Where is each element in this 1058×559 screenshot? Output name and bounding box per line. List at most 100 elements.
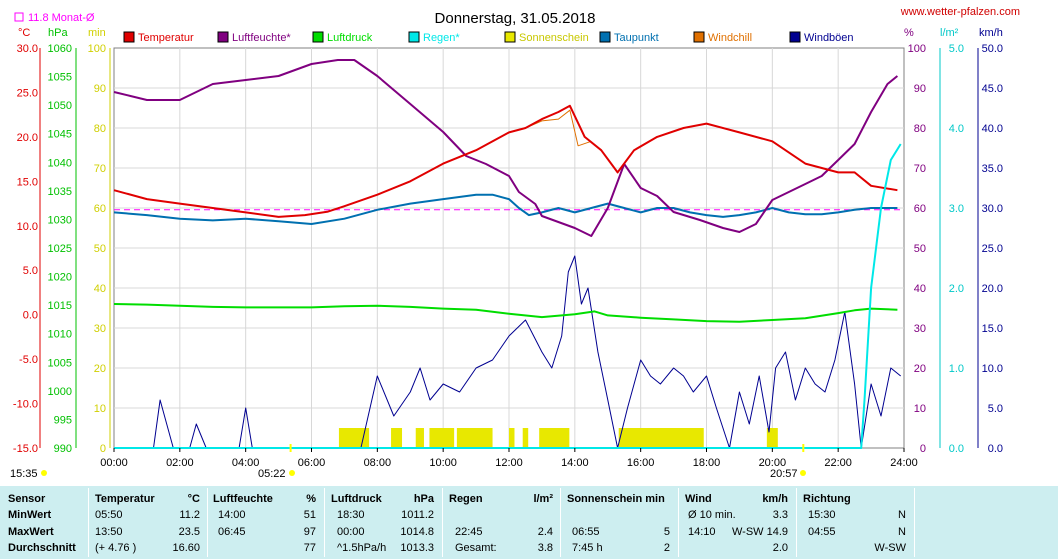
tick-pressure: 995 [54, 414, 72, 426]
table-divider [88, 488, 89, 557]
tick-percent: 0 [920, 443, 926, 455]
tick-wind: 35.0 [982, 163, 1003, 175]
sunrise-icon [289, 470, 295, 476]
header-humidity-unit: % [306, 493, 316, 505]
legend-label: Sonnenschein [519, 32, 589, 44]
tick-temp: 25.0 [17, 87, 38, 99]
legend-swatch [693, 31, 705, 43]
tick-time: 14:00 [561, 457, 589, 469]
stats-cell: W-SW 14.9 [731, 526, 788, 538]
series-line-luftdruck [113, 303, 898, 323]
stats-cell: 14:10 [688, 526, 716, 538]
tick-pressure: 1025 [48, 243, 72, 255]
tick-time: 04:00 [232, 457, 260, 469]
tick-percent: 50 [914, 243, 926, 255]
stats-cell: 05:50 [95, 509, 123, 521]
header-wind: Wind [685, 493, 712, 505]
legend-label: Windchill [708, 32, 752, 44]
tick-percent: 70 [914, 163, 926, 175]
sunrise-time: 05:22 [258, 468, 286, 480]
series-line-regen [114, 143, 902, 449]
stats-cell: 14:00 [218, 509, 246, 521]
tick-pressure: 1015 [48, 300, 72, 312]
tick-wind: 40.0 [982, 123, 1003, 135]
tick-minutes: 20 [94, 363, 106, 375]
tick-temp: 15.0 [17, 176, 38, 188]
stats-cell: 1014.8 [400, 526, 434, 538]
series-line-temperatur [113, 104, 898, 218]
tick-pressure: 1050 [48, 100, 72, 112]
stats-row-label: Durchschnitt [8, 542, 76, 554]
sunshine-bar [618, 428, 704, 448]
stats-cell: 18:30 [337, 509, 365, 521]
header-humidity: Luftfeuchte [213, 493, 273, 505]
header-temperature: Temperatur [95, 493, 155, 505]
tick-minutes: 30 [94, 323, 106, 335]
statistics-table: Sensor Temperatur °C Luftfeuchte % Luftd… [0, 486, 1058, 559]
stats-cell: 3.3 [772, 509, 788, 521]
tick-pressure: 1035 [48, 186, 72, 198]
header-direction: Richtung [803, 493, 851, 505]
legend-swatch [599, 31, 611, 43]
tick-temp: -5.0 [19, 354, 38, 366]
stats-cell: 5 [663, 526, 670, 538]
stats-cell: ^1.5hPa/h [337, 542, 387, 554]
tick-minutes: 80 [94, 123, 106, 135]
tick-pressure: 1055 [48, 72, 72, 84]
legend-label: Taupunkt [614, 32, 659, 44]
tick-percent: 80 [914, 123, 926, 135]
tick-wind: 25.0 [982, 243, 1003, 255]
tick-pressure: 1045 [48, 129, 72, 141]
tick-minutes: 90 [94, 83, 106, 95]
tick-minutes: 0 [100, 443, 106, 455]
table-divider [796, 488, 797, 557]
sunshine-bar [539, 428, 570, 448]
stats-cell: 1011.2 [401, 509, 434, 521]
stats-cell: 2.4 [537, 526, 553, 538]
stats-cell: Gesamt: [455, 542, 497, 554]
stats-cell: 3.8 [537, 542, 553, 554]
tick-minutes: 100 [88, 43, 106, 55]
tick-wind: 0.0 [988, 443, 1003, 455]
table-divider [914, 488, 915, 557]
unit-wind: km/h [979, 27, 1003, 39]
stats-row-label: MaxWert [8, 526, 54, 538]
header-sensor: Sensor [8, 493, 46, 505]
stats-cell: N [898, 526, 906, 538]
stats-cell: 1013.3 [400, 542, 434, 554]
tick-time: 24:00 [890, 457, 918, 469]
tick-time: 20:00 [759, 457, 787, 469]
table-divider [678, 488, 679, 557]
stats-cell: Ø 10 min. [688, 509, 736, 521]
monthly-avg-label: 11.8 Monat-Ø [28, 12, 95, 24]
stats-cell: 22:45 [455, 526, 483, 538]
tick-wind: 20.0 [982, 283, 1003, 295]
table-divider [324, 488, 325, 557]
tick-time: 12:00 [495, 457, 523, 469]
unit-percent: % [904, 27, 914, 39]
stats-cell: 16.60 [172, 542, 200, 554]
tick-pressure: 1005 [48, 357, 72, 369]
tick-minutes: 70 [94, 163, 106, 175]
tick-rain: 2.0 [949, 283, 964, 295]
unit-pressure: hPa [48, 27, 68, 39]
header-pressure-unit: hPa [413, 493, 434, 505]
tick-pressure: 1060 [48, 43, 72, 55]
tick-wind: 5.0 [988, 403, 1003, 415]
chart-title: Donnerstag, 31.05.2018 [435, 10, 596, 27]
tick-temp: 0.0 [23, 310, 38, 322]
tick-time: 10:00 [429, 457, 457, 469]
tick-percent: 30 [914, 323, 926, 335]
tick-percent: 20 [914, 363, 926, 375]
now-time: 15:35 [10, 468, 38, 480]
tick-time: 18:00 [693, 457, 721, 469]
tick-pressure: 1030 [48, 214, 72, 226]
stats-cell: 06:55 [572, 526, 600, 538]
sunshine-bar [391, 428, 403, 448]
unit-rain: l/m² [940, 27, 959, 39]
unit-temp: °C [18, 27, 30, 39]
tick-pressure: 1040 [48, 157, 72, 169]
legend-swatch [408, 31, 420, 43]
sunshine-bar [522, 428, 529, 448]
legend-swatch [312, 31, 324, 43]
